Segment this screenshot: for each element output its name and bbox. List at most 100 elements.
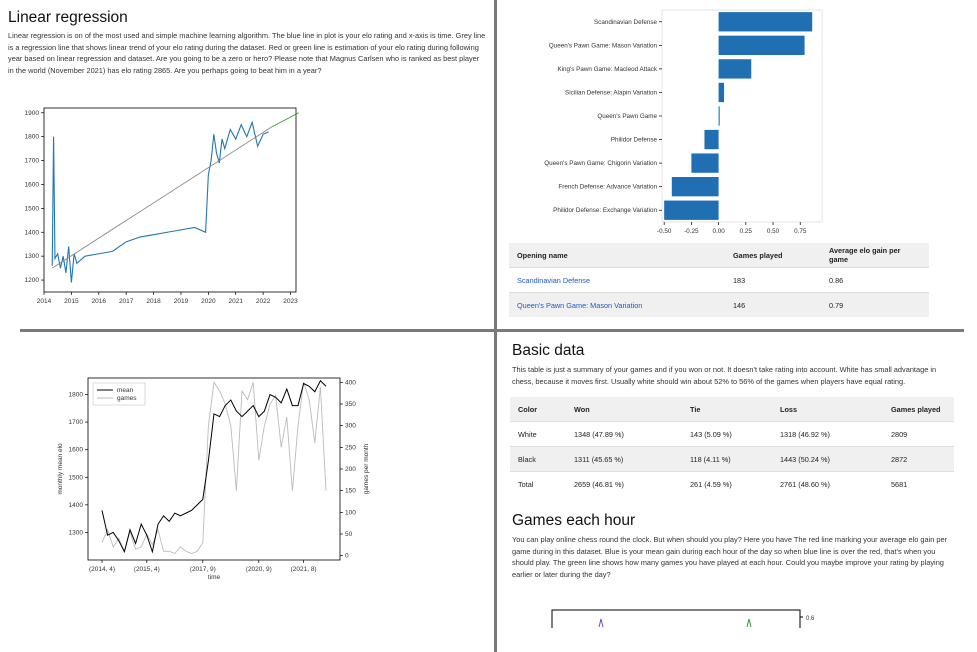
won-cell: 2659 (46.81 %) [566,471,682,496]
opening-link[interactable]: Scandinavian Defense [509,267,725,293]
col-avg-elo-gain: Average elo gain per game [821,243,929,268]
loss-cell: 2761 (48.60 %) [772,471,883,496]
x-tick-label: 2019 [174,298,189,305]
x-tick-label: 2017 [119,298,134,305]
bar [718,59,752,79]
bar [718,35,805,55]
opening-link[interactable]: Queen's Pawn Game: Mason Variation [509,292,725,317]
bar [718,82,725,103]
col-color: Color [510,397,566,422]
x-tick-label: 2015 [64,298,79,305]
openings-table: Opening name Games played Average elo ga… [509,243,929,317]
y-tick-label: 1900 [25,110,40,117]
series-line-1 [51,126,272,269]
category-label: King's Pawn Game: Macleod Attack [557,66,657,73]
loss-cell: 1318 (46.92 %) [772,421,883,447]
y-tick-label: 1400 [25,229,40,236]
chart-frame [551,609,801,628]
elo-gain-cell: 0.86 [821,267,929,293]
x-tick-label: (2021, 8) [291,566,317,573]
basic-table-header: Color Won Tie Loss Games played [510,397,954,422]
legend-box [92,382,146,406]
col-won: Won [566,397,682,422]
games-each-hour-title: Games each hour [512,512,636,529]
bar [704,129,719,150]
color-cell: Black [510,446,566,472]
y2-tick-label: 100 [345,509,356,516]
x-tick-label: -0.50 [657,228,672,235]
games-played-cell: 146 [725,292,821,317]
x-tick-label: (2020, 9) [246,566,272,573]
loss-cell: 1443 (50.24 %) [772,446,883,472]
y-tick-label: 1200 [25,277,40,284]
x-tick-label: 2014 [37,298,52,305]
y2-tick-label: 0 [345,553,349,560]
col-opening-name: Opening name [509,243,725,268]
series-line-2 [271,112,299,128]
y2-tick-label: 0.6 [806,616,815,622]
openings-table-header: Opening name Games played Average elo ga… [509,243,929,268]
x-tick-label: 0.25 [740,228,753,235]
y-axis-label: monthly mean elo [57,443,64,495]
x-tick-label: 2021 [229,298,244,305]
table-row: Black 1311 (45.65 %) 118 (4.11 %) 1443 (… [510,446,954,472]
col-games-played: Games played [725,243,821,268]
x-tick-label: (2015, 4) [134,566,160,573]
tie-cell: 143 (5.09 %) [682,421,772,447]
won-cell: 1311 (45.65 %) [566,446,682,472]
x-tick-label: 0.50 [767,228,780,235]
y-tick-label: 1500 [25,205,40,212]
table-row: White 1348 (47.89 %) 143 (5.09 %) 1318 (… [510,421,954,447]
col-loss: Loss [772,397,883,422]
y-tick-label: 1600 [25,181,40,188]
table-row: Scandinavian Defense 183 0.86 [509,267,929,293]
elo-gain-cell: 0.79 [821,292,929,317]
bar [691,153,719,173]
y-tick-label: 1300 [25,253,40,260]
y2-axis-label: games per month [363,443,370,494]
won-cell: 1348 (47.89 %) [566,421,682,447]
x-tick-label: 2022 [256,298,271,305]
x-tick-label: 2018 [146,298,161,305]
category-label: French Defense: Advance Variation [558,184,657,191]
games-cell: 5681 [883,471,954,496]
bar [671,177,719,197]
basic-data-description: This table is just a summary of your gam… [512,365,937,386]
table-row: Queen's Pawn Game: Mason Variation 146 0… [509,292,929,317]
linear-regression-description: Linear regression is on of the most used… [8,31,486,75]
category-label: Philidor Defense: Exchange Variation [553,207,657,214]
mean-line [101,379,327,554]
x-tick-label: 2016 [92,298,107,305]
games-each-hour-description: You can play online chess round the cloc… [512,535,948,579]
category-label: Queen's Pawn Game: Chigorin Variation [544,160,657,167]
series-line-0 [51,120,269,283]
games-cell: 2872 [883,446,954,472]
games-played-cell: 183 [725,267,821,293]
category-label: Sicilian Defense: Alapin Variation [565,89,657,96]
games-line [101,381,327,555]
y2-tick-label: 200 [345,466,356,473]
category-label: Queen's Pawn Game [597,113,657,120]
y-tick-label: 1300 [69,529,84,536]
x-tick-label: 2023 [283,298,298,305]
y2-tick-label: 250 [345,444,356,451]
bar [664,200,719,220]
color-cell: Total [510,471,566,496]
category-label: Philidor Defense [611,137,658,144]
y-tick-label: 1800 [69,392,84,399]
y2-tick-label: 350 [345,401,356,408]
games-each-hour-chart: 0.6 [551,609,815,628]
legend-label: mean [117,387,134,394]
tie-cell: 118 (4.11 %) [682,446,772,472]
y2-tick-label: 50 [345,531,353,538]
horizontal-divider [20,329,964,332]
basic-data-table: Color Won Tie Loss Games played White 13… [510,397,954,496]
x-tick-label: -0.25 [684,228,699,235]
green-line-peak [746,618,752,628]
x-tick-label: (2014, 4) [89,566,115,573]
monthly-elo-games-chart: 1300 1400 1500 1600 1700 1800 0 50 100 150 200 250 3… [57,377,370,581]
y-tick-label: 1700 [69,419,84,426]
y2-tick-label: 400 [345,379,356,386]
col-games-played: Games played [883,397,954,422]
col-tie: Tie [682,397,772,422]
